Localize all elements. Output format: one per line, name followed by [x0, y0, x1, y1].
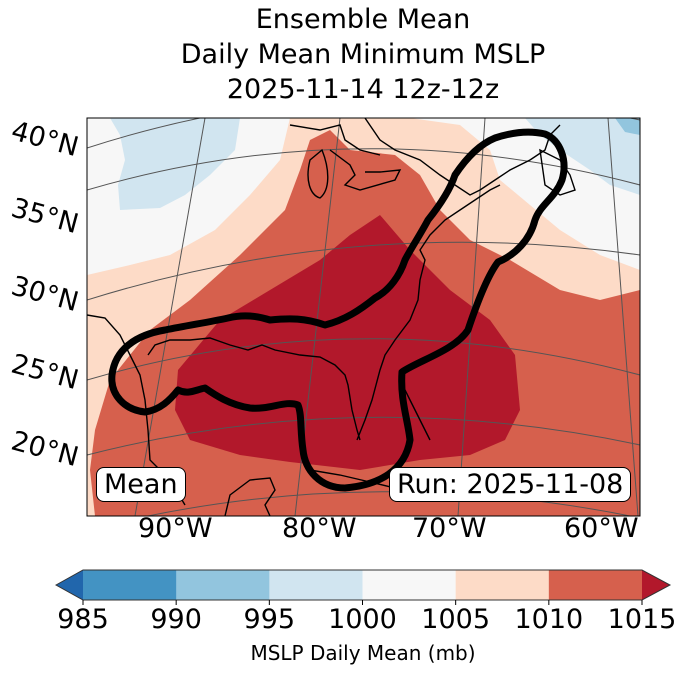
region-newfoundland-corner — [615, 118, 640, 135]
colorbar-extend-high — [642, 570, 670, 600]
lon-label-80w: 80°W — [282, 513, 357, 544]
mean-annotation: Mean — [96, 467, 186, 502]
colorbar-bin-1000-1005 — [362, 570, 457, 600]
colorbar-tick-label: 1005 — [421, 604, 491, 635]
coast-northeast — [364, 118, 576, 196]
colorbar-tick-label: 1010 — [514, 604, 584, 635]
colorbar-bin-990-995 — [176, 570, 270, 600]
colorbar-label: MSLP Daily Mean (mb) — [250, 641, 476, 665]
run-date-annotation: Run: 2025-11-08 — [389, 467, 632, 502]
colorbar-tick-label: 1015 — [607, 604, 677, 635]
colorbar-tick-label: 985 — [57, 604, 109, 635]
parallel-20N — [87, 416, 640, 456]
colorbar-bin-1005-1010 — [455, 570, 550, 600]
parallel-15N — [145, 491, 633, 516]
coastlines — [87, 118, 576, 516]
lon-label-60w: 60°W — [564, 513, 639, 544]
map-frame — [86, 117, 641, 517]
lon-label-90w: 90°W — [138, 513, 213, 544]
parallel-25N — [87, 338, 640, 381]
colorbar-bin-995-1000 — [269, 570, 363, 600]
meridian-90W — [134, 118, 206, 516]
colorbar-tick-label: 1000 — [328, 604, 397, 635]
colorbar-extend-low — [56, 570, 83, 600]
colorbar-tick-label: 990 — [150, 604, 202, 635]
probability-contour — [108, 128, 568, 492]
meridian-60W — [607, 118, 639, 516]
parallel-40N — [87, 118, 640, 149]
colorbar-tick-label: 995 — [243, 604, 296, 635]
title-line-3: 2025-11-14 12z-12z — [226, 74, 500, 105]
title-line-2: Daily Mean Minimum MSLP — [180, 39, 546, 70]
coast-great-lakes — [289, 124, 402, 199]
title-line-1: Ensemble Mean — [255, 4, 471, 35]
colorbar-bin-1010-1015 — [548, 570, 643, 600]
colorbar-bin-985-990 — [83, 570, 177, 600]
region-upper-midwest-low — [110, 118, 240, 210]
lon-label-70w: 70°W — [412, 513, 487, 544]
parallel-30N — [87, 241, 640, 301]
